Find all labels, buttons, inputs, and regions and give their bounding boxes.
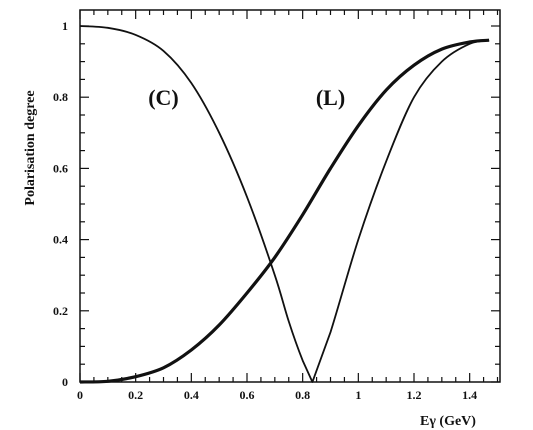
curve-label: (L) (316, 85, 345, 110)
x-tick-label: 1 (355, 388, 361, 402)
y-tick-label: 0.2 (53, 304, 68, 318)
plot-area: 0 0.2 0.4 0.6 0.8 1 1.2 1.4 0 0.2 0.4 0.6 0.8 1 (C) (L) (53, 9, 501, 402)
y-tick-label: 0.6 (53, 161, 68, 175)
curve-label: (C) (148, 85, 179, 110)
y-axis-title: Polarisation degree (23, 90, 38, 205)
x-tick-label: 0.6 (240, 388, 255, 402)
x-tick-label: 0.4 (184, 388, 199, 402)
x-tick-label: 0.8 (295, 388, 310, 402)
x-tick-label: 1.2 (407, 388, 422, 402)
y-tick-label: 0.4 (53, 233, 68, 247)
x-tick-label: 1.4 (462, 388, 477, 402)
plot-frame (79, 9, 501, 383)
series-line-c (79, 25, 490, 383)
y-tick-label: 0.8 (53, 90, 68, 104)
x-tick-label: 0 (77, 388, 83, 402)
series-line-l (79, 38, 490, 384)
x-axis-title: Eγ (GeV) (420, 414, 476, 429)
y-tick-label: 1 (62, 19, 68, 33)
y-tick-label: 0 (62, 375, 68, 389)
x-tick-label: 0.2 (128, 388, 143, 402)
